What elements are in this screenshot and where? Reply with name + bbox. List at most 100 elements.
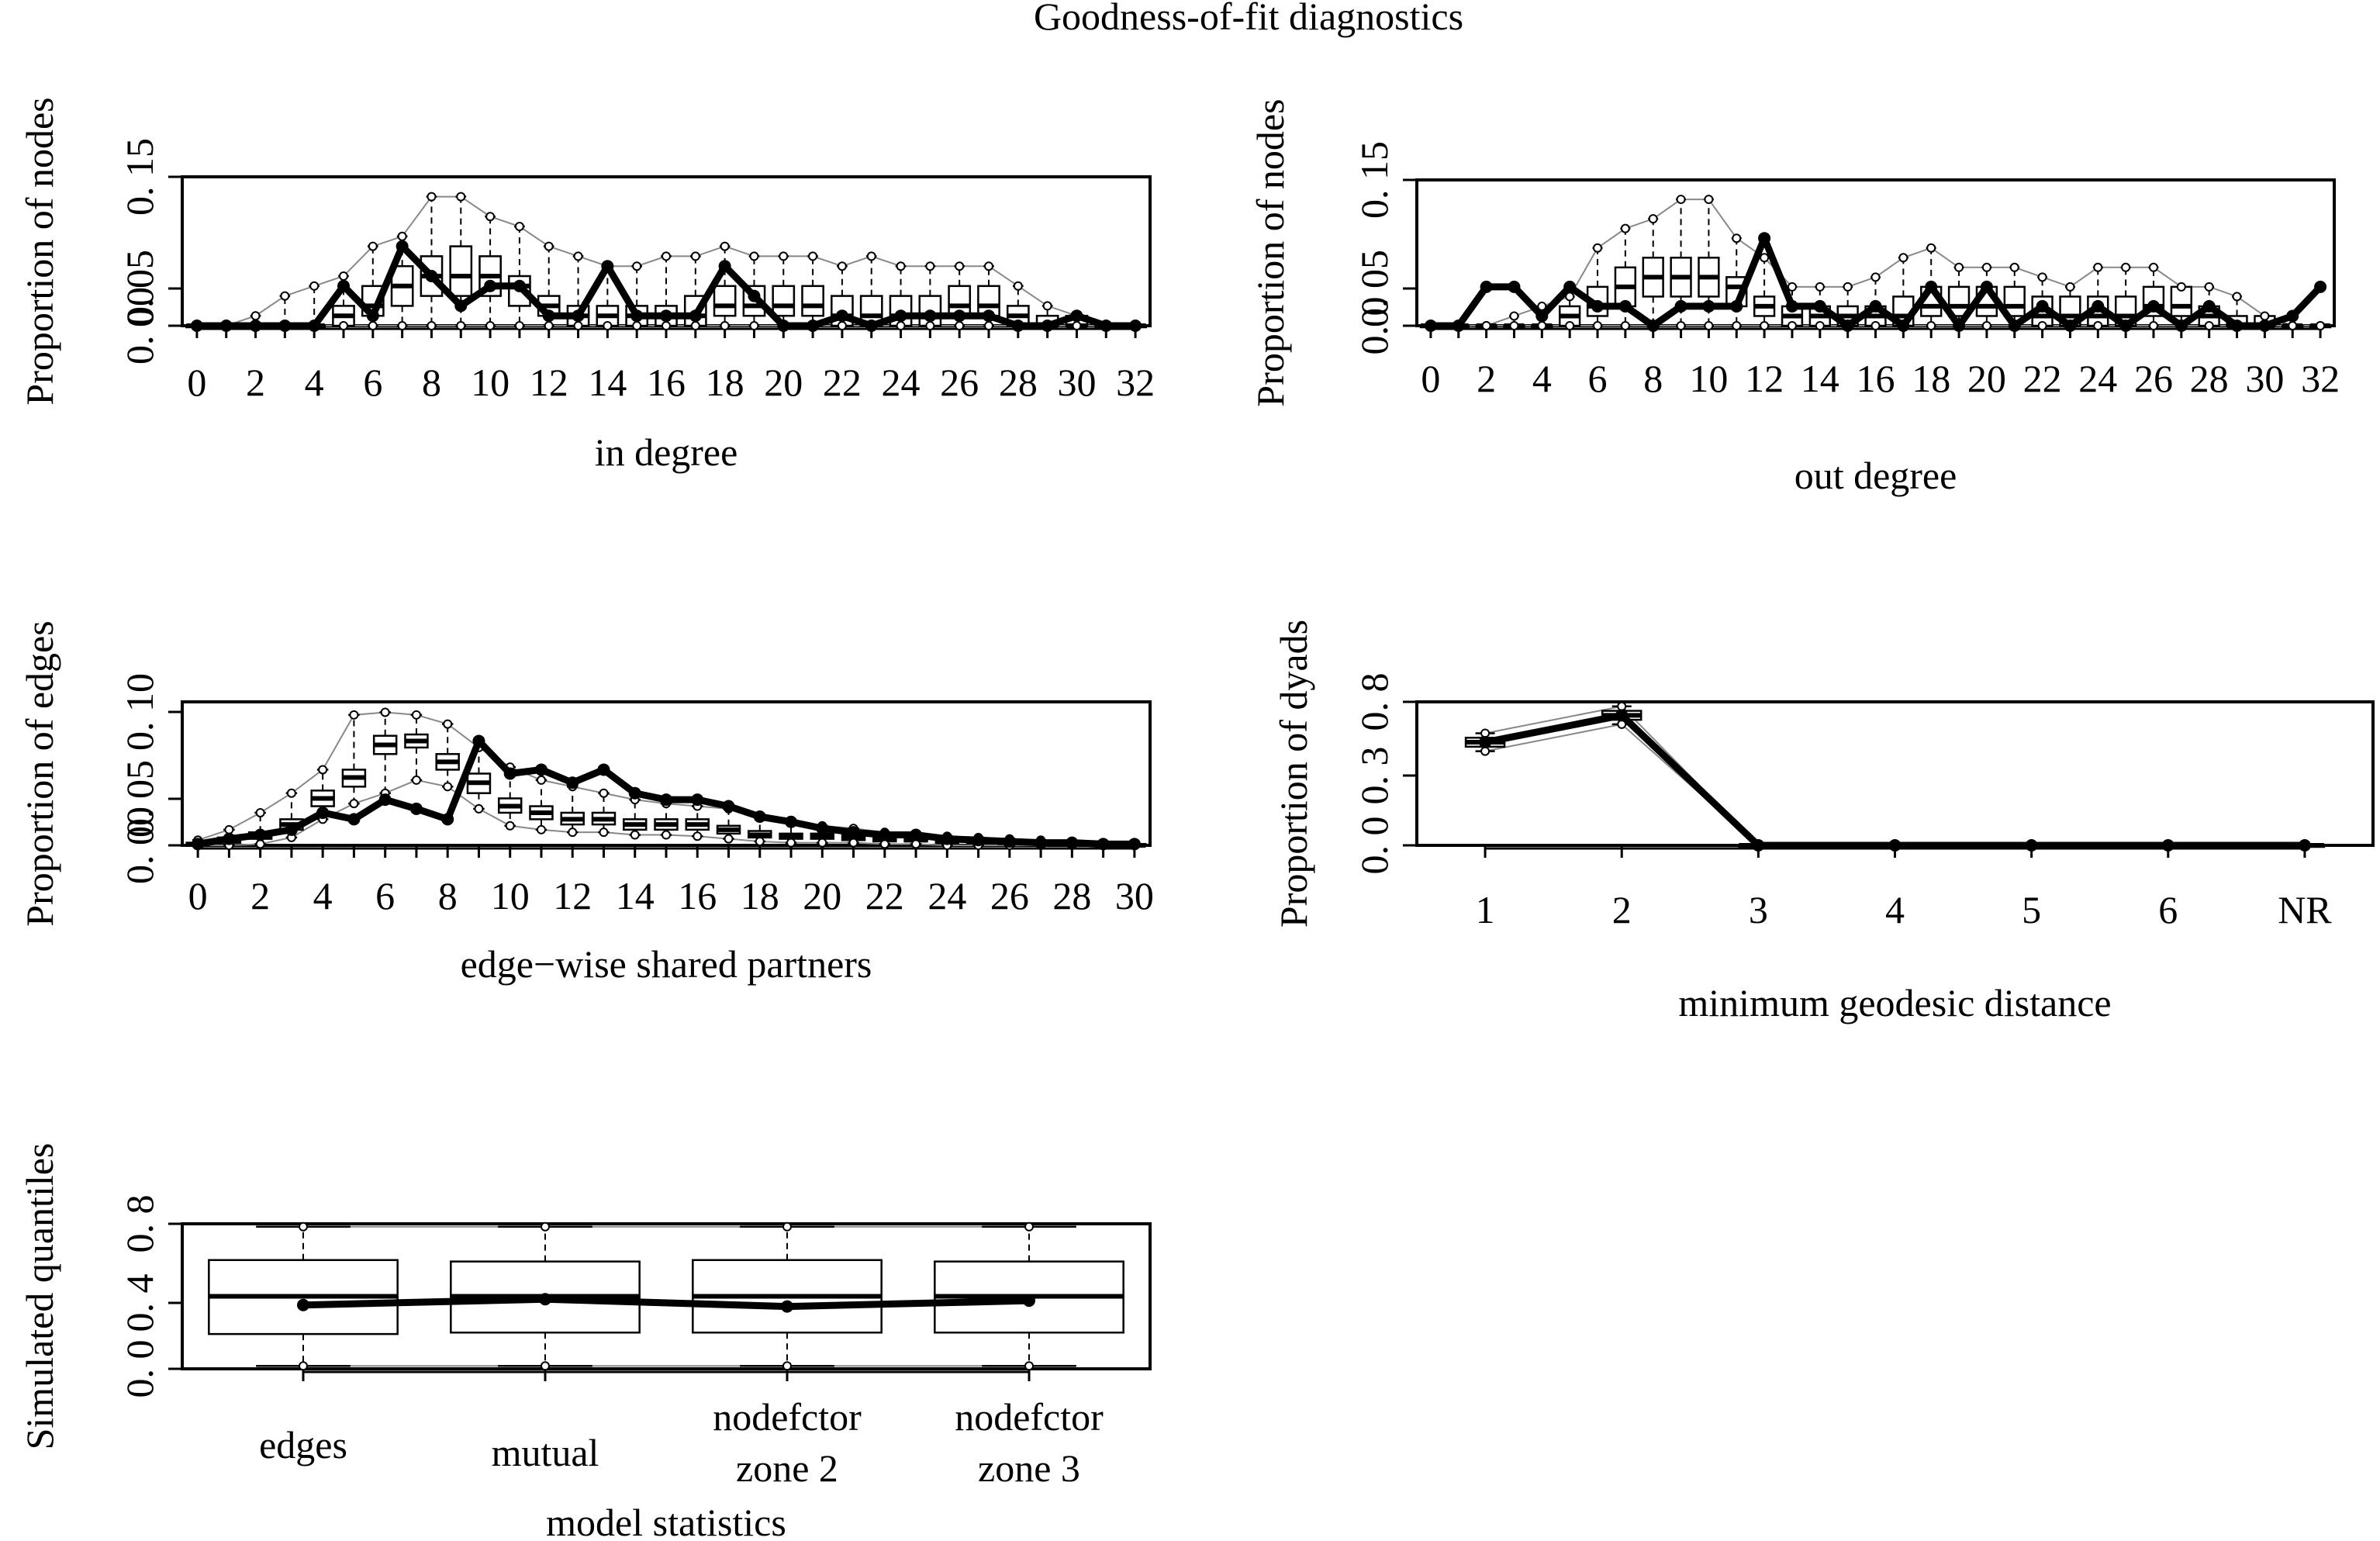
high-envelope-point bbox=[250, 311, 261, 321]
x-tick-label: mutual bbox=[492, 1431, 599, 1474]
low-envelope-point bbox=[349, 799, 359, 809]
low-envelope-point bbox=[1704, 321, 1714, 330]
high-envelope-point bbox=[1480, 728, 1491, 738]
box bbox=[449, 245, 473, 297]
y-tick-label: 0. 4 bbox=[118, 1274, 161, 1332]
low-envelope-point bbox=[925, 321, 935, 330]
x-tick-label: 22 bbox=[2023, 357, 2062, 400]
high-envelope-point bbox=[2260, 311, 2270, 321]
x-tick-label: 28 bbox=[1052, 874, 1091, 917]
high-envelope-point bbox=[749, 251, 759, 261]
low-envelope-point bbox=[896, 321, 906, 330]
observed-point bbox=[1100, 320, 1113, 332]
observed-point bbox=[441, 813, 454, 826]
high-envelope-point bbox=[866, 251, 876, 261]
observed-point bbox=[396, 240, 409, 253]
x-tick-label: 28 bbox=[2190, 357, 2229, 400]
observed-point bbox=[572, 309, 585, 323]
high-envelope-point bbox=[368, 241, 378, 251]
x-tick-label: 16 bbox=[678, 874, 717, 917]
observed-point bbox=[278, 320, 292, 332]
x-tick-label: 12 bbox=[553, 874, 592, 917]
observed-point bbox=[1128, 838, 1141, 851]
observed-point bbox=[1953, 320, 1966, 332]
low-envelope-point bbox=[536, 824, 546, 834]
observed-point bbox=[1674, 299, 1687, 313]
observed-point bbox=[534, 763, 548, 776]
high-envelope-point bbox=[1509, 311, 1519, 321]
high-envelope-point bbox=[485, 212, 496, 222]
high-envelope-point bbox=[2176, 282, 2186, 292]
low-envelope-point bbox=[1732, 321, 1742, 330]
x-tick-label: 6 bbox=[375, 874, 395, 917]
observed-point bbox=[337, 279, 350, 292]
high-envelope-point bbox=[380, 707, 390, 717]
observed-point bbox=[894, 309, 907, 323]
observed-point bbox=[660, 793, 672, 807]
y-axis-label: Proportion of dyads bbox=[1272, 620, 1315, 928]
observed-point bbox=[2202, 299, 2216, 313]
y-tick-label: 0. 05 bbox=[118, 250, 161, 327]
x-tick-label: 22 bbox=[865, 874, 904, 917]
panel-model: 0. 0 0. 4 0. 8 Simulated quantiles edges mutu… bbox=[18, 1143, 1152, 1541]
low-envelope-point bbox=[879, 839, 889, 849]
low-envelope-point bbox=[955, 321, 965, 330]
high-envelope-point bbox=[690, 251, 700, 261]
observed-point bbox=[1618, 299, 1632, 313]
observed-point bbox=[2286, 309, 2299, 323]
observed-point bbox=[628, 786, 641, 800]
y-tick-label: 0. 05 bbox=[118, 760, 161, 838]
high-envelope-point bbox=[1024, 1221, 1034, 1232]
high-envelope-point bbox=[544, 241, 554, 251]
high-envelope-point bbox=[720, 241, 730, 251]
low-envelope-point bbox=[411, 775, 421, 785]
y-tick-label: 0. 8 bbox=[1352, 673, 1396, 731]
low-envelope-point bbox=[427, 321, 437, 330]
x-tick-label: 2 bbox=[1477, 357, 1496, 400]
high-envelope-point bbox=[443, 719, 453, 729]
high-envelope-point bbox=[1042, 301, 1052, 311]
observed-point bbox=[1041, 320, 1054, 332]
box bbox=[2003, 285, 2026, 317]
observed-point bbox=[425, 270, 438, 282]
high-envelope-point bbox=[896, 261, 906, 271]
low-envelope-point bbox=[2148, 321, 2158, 330]
observed-point bbox=[2036, 299, 2049, 313]
low-envelope-point bbox=[1565, 321, 1575, 330]
observed-point bbox=[1480, 280, 1493, 293]
x-tick-label: 0 bbox=[188, 874, 208, 917]
high-envelope-point bbox=[1013, 281, 1023, 291]
observed-point bbox=[1897, 320, 1910, 332]
observed-point bbox=[1925, 280, 1938, 293]
observed-point bbox=[807, 320, 820, 332]
x-axis-label: minimum geodesic distance bbox=[1678, 981, 2111, 1024]
box bbox=[801, 285, 824, 317]
x-tick-label: 22 bbox=[823, 361, 862, 404]
box bbox=[1947, 285, 1971, 317]
observed-point bbox=[219, 320, 233, 332]
low-envelope-point bbox=[1072, 321, 1082, 330]
x-tick-label: 5 bbox=[2022, 888, 2041, 931]
high-envelope-point bbox=[2148, 262, 2158, 272]
high-envelope-point bbox=[224, 824, 234, 834]
low-envelope-point bbox=[474, 803, 484, 814]
x-tick-label: 2 bbox=[1612, 888, 1632, 931]
high-envelope-point bbox=[1870, 272, 1881, 282]
high-envelope-point bbox=[599, 788, 609, 798]
observed-point bbox=[924, 309, 937, 323]
high-envelope-point bbox=[411, 710, 421, 720]
y-tick-label: 0. 8 bbox=[118, 1195, 161, 1253]
x-tick-label: 8 bbox=[1643, 357, 1663, 400]
x-tick-label: 2 bbox=[246, 361, 265, 404]
observed-point bbox=[249, 320, 262, 332]
high-envelope-point bbox=[456, 192, 466, 202]
low-envelope-point bbox=[456, 321, 466, 330]
x-tick-label: 20 bbox=[764, 361, 803, 404]
high-envelope-point bbox=[1617, 701, 1627, 711]
high-envelope-point bbox=[782, 1221, 792, 1232]
low-envelope-point bbox=[1481, 321, 1491, 330]
x-tick-label: zone 3 bbox=[978, 1446, 1080, 1490]
x-tick-label: 30 bbox=[1115, 874, 1154, 917]
x-tick-label: 16 bbox=[647, 361, 686, 404]
